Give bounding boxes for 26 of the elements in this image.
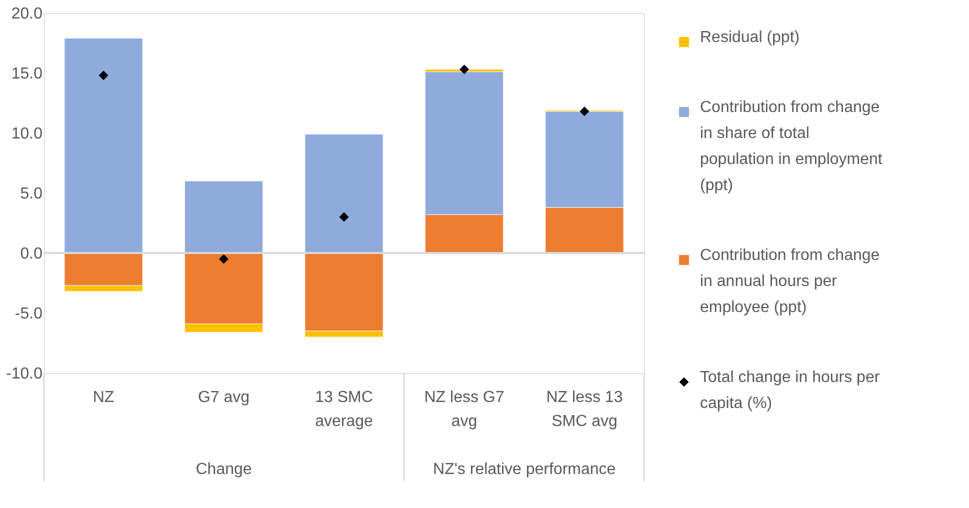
text: Change — [196, 461, 252, 478]
x-tick-label: NZ — [92, 389, 114, 406]
x-tick-label: NZ less G7 avg — [424, 389, 504, 430]
y-tick-label: -10.0 — [6, 366, 43, 382]
x-tick-label: 13 SMC average — [315, 389, 374, 430]
point — [580, 106, 590, 116]
point — [98, 70, 108, 80]
y-tick-label: -5.0 — [14, 306, 43, 322]
point — [459, 64, 469, 74]
y-tick-label: 15.0 — [11, 66, 43, 82]
legend-label: Contribution from change in annual hours per employee (ppt) — [700, 247, 880, 316]
legend-label: Residual (ppt) — [700, 29, 800, 46]
legend-label: Contribution from change in share of total population in employment (ppt) — [700, 99, 883, 194]
bar — [184, 180, 264, 254]
y-tick-label: 10.0 — [11, 126, 43, 142]
y-tick-label: 20.0 — [11, 6, 43, 22]
bar — [64, 38, 143, 254]
point — [339, 212, 349, 222]
x-tick-label: G7 avg — [198, 389, 250, 406]
y-tick-label: 5.0 — [20, 186, 43, 202]
legend-label: Total change in hours per capita (%) — [700, 369, 880, 412]
y-tick-label: 0.0 — [20, 246, 43, 262]
text: NZ's relative performance — [433, 461, 616, 478]
point — [219, 254, 229, 264]
bar — [304, 134, 384, 254]
x-tick-label: NZ less 13 SMC avg — [546, 389, 623, 430]
